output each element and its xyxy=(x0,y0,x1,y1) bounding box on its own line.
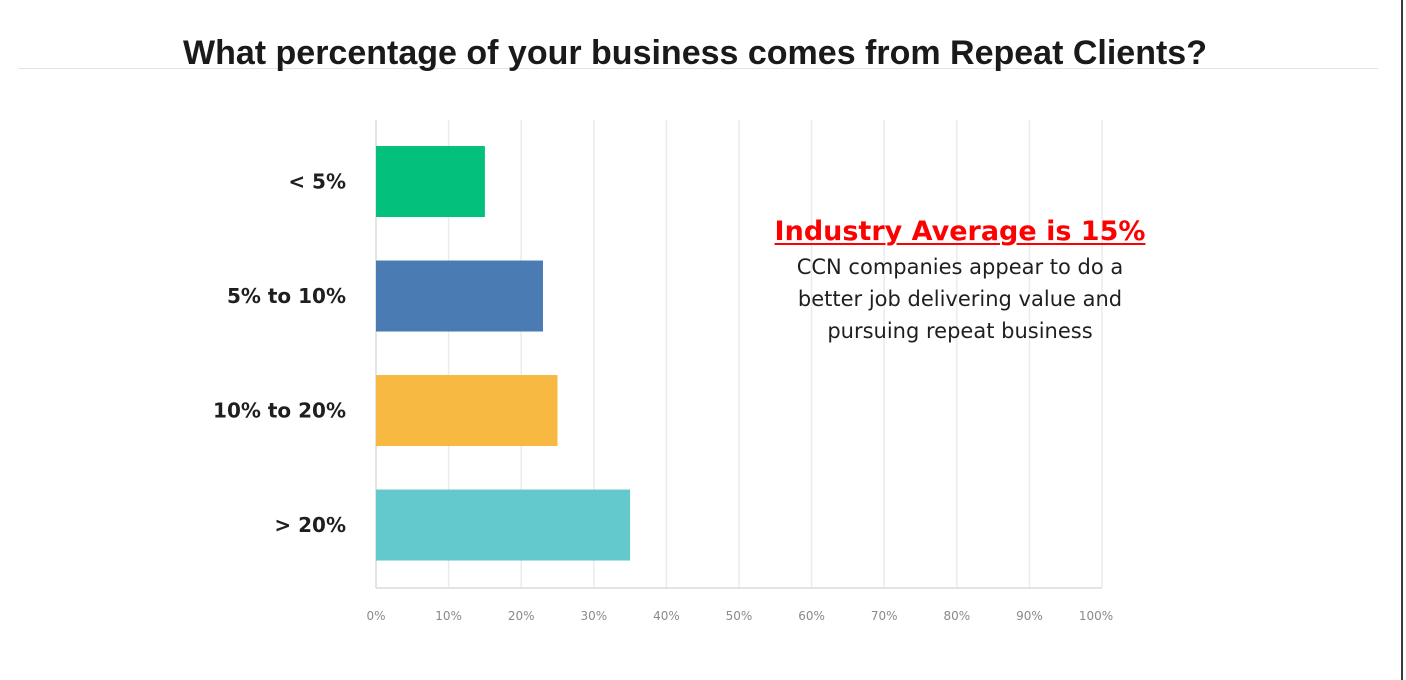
bar xyxy=(376,146,485,218)
x-tick-label: 100% xyxy=(1079,609,1113,623)
x-tick-label: 60% xyxy=(798,609,825,623)
x-tick-label: 90% xyxy=(1016,609,1043,623)
bar xyxy=(376,375,558,447)
x-tick-label: 40% xyxy=(653,609,680,623)
x-tick-label: 20% xyxy=(508,609,535,623)
category-label: 5% to 10% xyxy=(227,284,346,308)
frame-border xyxy=(1401,0,1403,680)
annotation-line-2: better job delivering value and xyxy=(797,287,1123,311)
annotation-line-3: pursuing repeat business xyxy=(827,319,1093,343)
title-rule xyxy=(18,68,1378,69)
annotation-title: Industry Average is 15% xyxy=(774,216,1146,247)
x-tick-label: 10% xyxy=(435,609,462,623)
chart-title: What percentage of your business comes f… xyxy=(182,34,1207,72)
category-label: > 20% xyxy=(274,513,346,537)
x-tick-label: 30% xyxy=(580,609,607,623)
annotation: Industry Average is 15% CCN companies ap… xyxy=(740,213,1180,347)
x-tick-label: 70% xyxy=(871,609,898,623)
annotation-line-1: CCN companies appear to do a xyxy=(796,255,1124,279)
category-label: 10% to 20% xyxy=(213,399,346,423)
bar xyxy=(376,260,543,332)
x-tick-label: 0% xyxy=(366,609,385,623)
category-label: < 5% xyxy=(288,170,346,194)
x-tick-label: 80% xyxy=(943,609,970,623)
bar xyxy=(376,489,631,561)
x-tick-label: 50% xyxy=(726,609,753,623)
